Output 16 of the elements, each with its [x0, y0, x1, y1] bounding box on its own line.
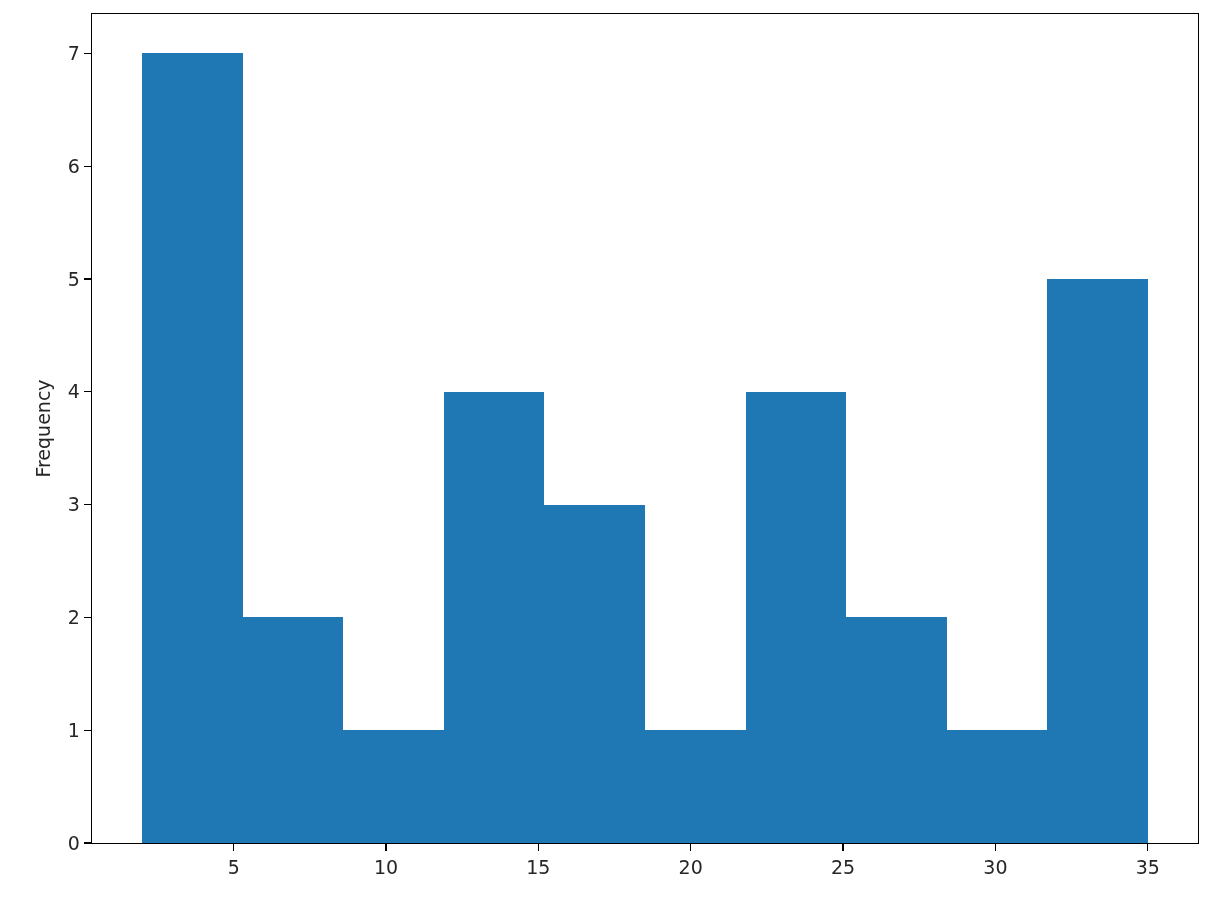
x-tick-label: 5: [227, 856, 240, 879]
x-tick-label: 10: [373, 856, 399, 879]
y-tick-label: 7: [67, 42, 80, 65]
y-tick-label: 0: [67, 831, 80, 854]
x-tick-label: 15: [526, 856, 551, 879]
x-tick-label: 20: [678, 856, 703, 879]
x-tick-label: 25: [830, 856, 856, 879]
x-tick-label: 35: [1135, 856, 1160, 879]
y-tick-label: 4: [67, 380, 80, 403]
y-tick-label: 2: [67, 606, 80, 629]
y-tick-label: 6: [67, 154, 80, 177]
y-axis-title: Frequency: [31, 379, 54, 478]
y-tick-label: 5: [67, 267, 80, 290]
y-tick-label: 3: [67, 493, 80, 516]
x-tick-label: 30: [983, 856, 1008, 879]
y-tick-label: 1: [67, 718, 80, 741]
